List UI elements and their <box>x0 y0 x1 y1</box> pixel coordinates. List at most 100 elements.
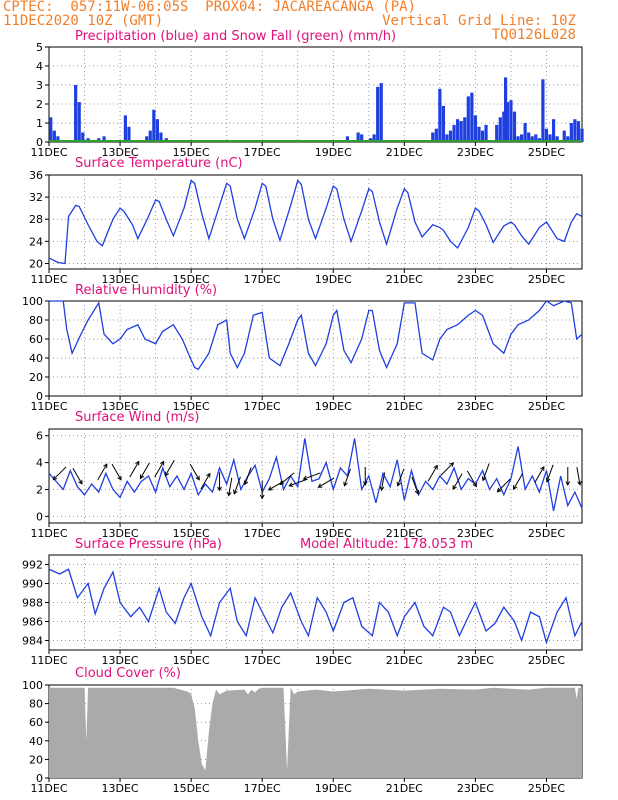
precip-bar <box>74 85 78 142</box>
wind-vector-head <box>317 483 323 488</box>
wind-vector <box>52 466 67 481</box>
panel-title-temp: Surface Temperature (nC) <box>75 156 243 171</box>
ytick-label: 0 <box>36 772 43 785</box>
precip-bar <box>534 134 538 142</box>
precip-bar <box>498 117 502 142</box>
ytick-label: 20 <box>29 753 43 766</box>
ytick-label: 28 <box>29 213 43 226</box>
ytick-label: 992 <box>22 559 43 572</box>
header-model-code: TQ0126L028 <box>491 27 576 43</box>
ytick-label: 20 <box>29 257 43 270</box>
wind-vector <box>72 467 83 485</box>
xtick-label: 21DEC <box>386 782 423 795</box>
xtick-label: 11DEC <box>30 400 67 413</box>
xtick-label: 13DEC <box>102 146 139 159</box>
wind-vector-head <box>379 486 385 492</box>
wind-vector <box>233 476 241 495</box>
precip-bar <box>569 123 573 142</box>
precip-bar <box>159 132 163 142</box>
wind-vector <box>289 479 307 487</box>
xtick-label: 19DEC <box>315 400 352 413</box>
xtick-label: 25DEC <box>528 527 565 540</box>
precip-bar <box>477 126 481 142</box>
precip-bar <box>356 132 360 142</box>
ytick-label: 80 <box>29 698 43 711</box>
wind-vector <box>303 472 321 480</box>
xtick-label: 15DEC <box>173 273 210 286</box>
precip-bar <box>566 136 570 142</box>
panel-frame-temp <box>48 174 583 270</box>
wind-vector-head <box>288 482 294 487</box>
precip-bar <box>448 130 453 142</box>
xtick-label: 19DEC <box>315 654 352 667</box>
ytick-label: 40 <box>29 735 43 748</box>
xtick-label: 11DEC <box>30 782 67 795</box>
xtick-label: 19DEC <box>315 146 352 159</box>
precip-bar <box>562 130 566 142</box>
wind-vector-head <box>135 460 140 466</box>
precip-bar <box>484 124 488 142</box>
xtick-label: 15DEC <box>173 782 210 795</box>
panel-title-cloud: Cloud Cover (%) <box>75 666 181 681</box>
precip-bar <box>466 96 470 142</box>
ytick-label: 984 <box>22 635 43 648</box>
xtick-label: 13DEC <box>102 400 139 413</box>
xtick-label: 17DEC <box>244 782 281 795</box>
xtick-label: 17DEC <box>244 527 281 540</box>
wind-vector <box>279 472 295 485</box>
header-grid-line-info: Vertical Grid Line: 10Z <box>382 13 576 29</box>
precip-bar <box>52 130 56 142</box>
ytick-label: 4 <box>36 457 43 470</box>
ytick-label: 986 <box>22 616 43 629</box>
precip-bar <box>523 123 527 142</box>
wind-vector-head <box>267 486 273 491</box>
precip-bar <box>576 121 581 142</box>
xtick-label: 21DEC <box>386 273 423 286</box>
xtick-label: 23DEC <box>457 400 494 413</box>
precip-bar <box>49 117 53 142</box>
ytick-label: 1 <box>36 117 43 130</box>
precip-bar <box>127 126 131 142</box>
ytick-label: 40 <box>29 352 43 365</box>
xtick-label: 17DEC <box>244 654 281 667</box>
panel-title-humidity: Relative Humidity (%) <box>75 283 217 298</box>
ytick-label: 32 <box>29 191 43 204</box>
precip-bar <box>495 124 499 142</box>
xtick-label: 11DEC <box>30 273 67 286</box>
series-line-temp <box>48 179 583 265</box>
precip-bar <box>541 79 545 142</box>
precip-bar <box>145 136 149 142</box>
wind-vector-head <box>195 475 200 481</box>
xtick-label: 23DEC <box>457 782 494 795</box>
precip-bar <box>480 130 485 142</box>
wind-vector-head <box>103 463 108 469</box>
wind-vector-head <box>577 480 582 486</box>
wind-vector-head <box>52 475 58 481</box>
wind-vector <box>466 470 477 487</box>
wind-vector-head <box>433 464 438 470</box>
precip-bar <box>519 134 524 142</box>
xtick-label: 23DEC <box>457 527 494 540</box>
ytick-label: 0 <box>36 136 43 149</box>
series-line-humidity <box>49 300 583 371</box>
xtick-label: 23DEC <box>457 146 494 159</box>
wind-vector-head <box>452 485 457 491</box>
xtick-label: 13DEC <box>102 654 139 667</box>
xtick-label: 25DEC <box>528 654 565 667</box>
wind-vector <box>140 462 150 479</box>
wind-vector-head <box>496 487 502 493</box>
header-station-line: CPTEC: 057:11W-06:05S PROX04: JACAREACAN… <box>3 0 417 15</box>
ytick-label: 0 <box>36 390 43 403</box>
wind-vector-head <box>343 481 348 487</box>
wind-vector <box>228 477 233 496</box>
xtick-label: 13DEC <box>102 527 139 540</box>
wind-vector <box>380 472 386 491</box>
precip-bar <box>548 134 552 142</box>
xtick-label: 17DEC <box>244 273 281 286</box>
wind-vector <box>318 477 335 488</box>
xtick-label: 13DEC <box>102 273 139 286</box>
precip-bar <box>470 92 474 142</box>
wind-vector-head <box>565 481 571 487</box>
xtick-label: 13DEC <box>102 782 139 795</box>
precip-bar <box>345 136 350 142</box>
